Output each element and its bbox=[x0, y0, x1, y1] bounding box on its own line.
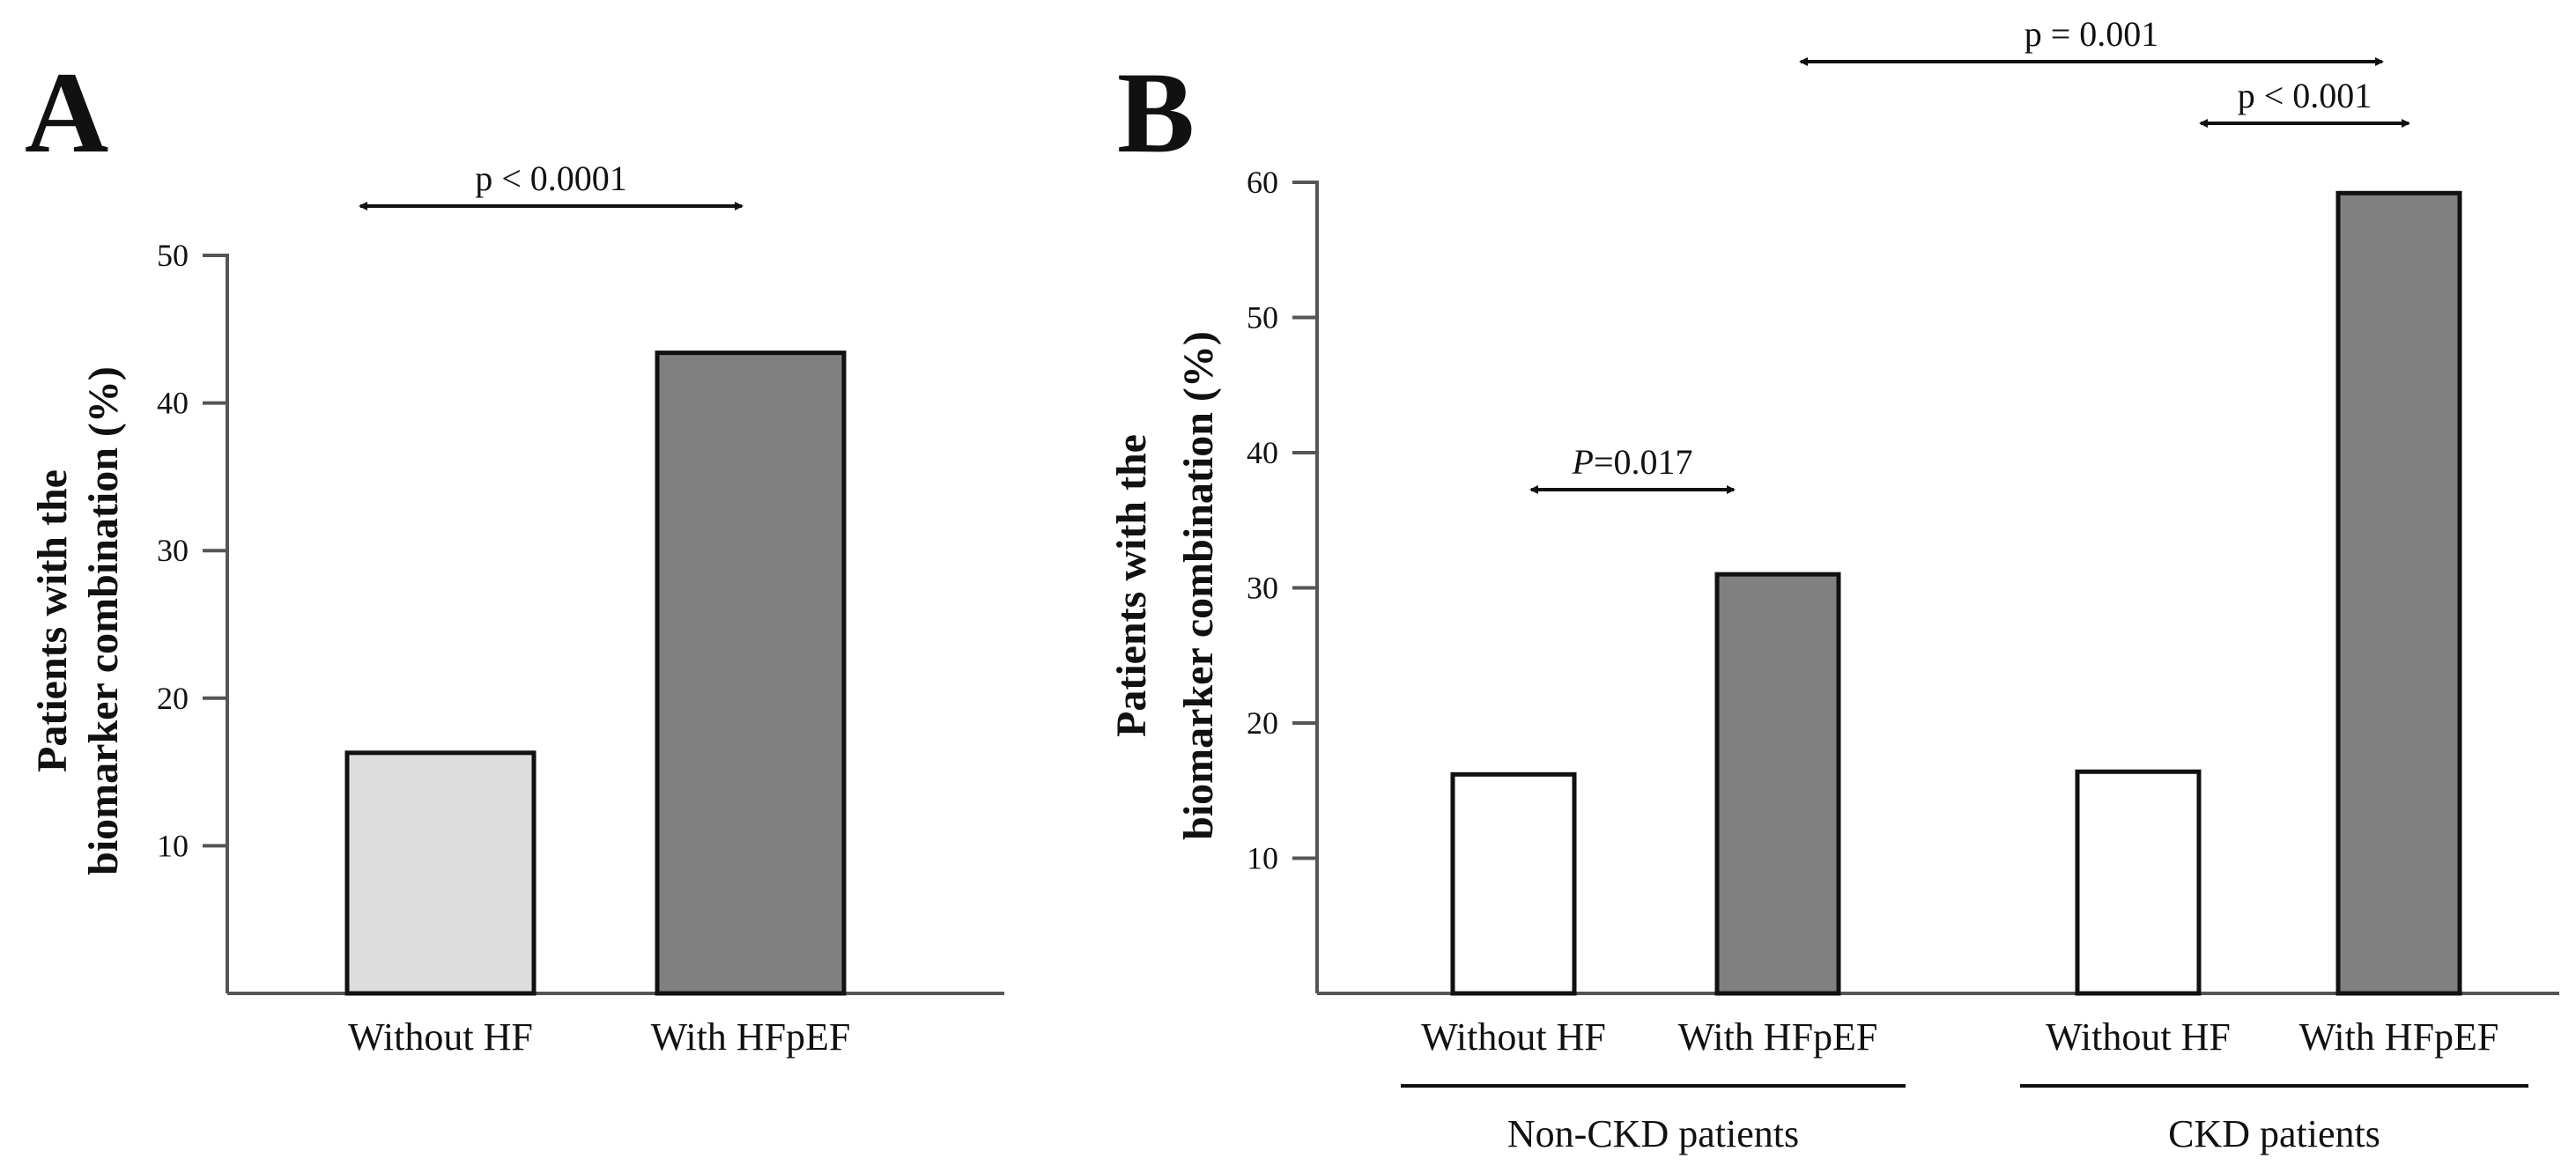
panel-b-ylabel-line1: Patients with the bbox=[1108, 434, 1155, 737]
y-tick-label: 20 bbox=[157, 681, 189, 716]
panel-a-significance: p < 0.0001 bbox=[359, 159, 744, 210]
category-label: Without HF bbox=[348, 1015, 533, 1059]
y-tick-label: 10 bbox=[157, 828, 189, 863]
bar bbox=[655, 351, 847, 996]
panel-a-y-axis: 10 20 30 40 50 bbox=[157, 238, 1004, 995]
y-tick-label: 50 bbox=[157, 238, 189, 273]
panel-a-bars bbox=[344, 351, 847, 996]
y-tick-label: 50 bbox=[1247, 300, 1278, 336]
panel-a-category-labels: Without HF With HFpEF bbox=[348, 1015, 850, 1059]
category-label: With HFpEF bbox=[2299, 1015, 2499, 1059]
panel-b-groups: Non-CKD patients CKD patients bbox=[1401, 1084, 2528, 1155]
y-tick-label: 30 bbox=[157, 533, 189, 568]
panel-b-significance: P=0.017 p = 0.001 p < 0.001 bbox=[1529, 14, 2410, 494]
category-label: Without HF bbox=[1421, 1015, 1606, 1059]
significance-label: p < 0.0001 bbox=[475, 159, 627, 198]
panel-b-bars bbox=[1450, 190, 2462, 996]
panel-b-category-labels: Without HF With HFpEF Without HF With HFpEF bbox=[1421, 1015, 2498, 1059]
panel-a-ylabel-line2: biomarker combination (%) bbox=[80, 366, 127, 875]
bar bbox=[1450, 771, 1577, 996]
panel-a-ylabel-line1: Patients with the bbox=[29, 469, 76, 772]
significance-label: p = 0.001 bbox=[2025, 14, 2159, 54]
group-label: CKD patients bbox=[2168, 1112, 2380, 1155]
bar bbox=[2075, 769, 2202, 996]
bar bbox=[2335, 190, 2462, 996]
panel-b-letter: B bbox=[1117, 48, 1195, 177]
group-label: Non-CKD patients bbox=[1507, 1112, 1799, 1155]
panel-a-letter: A bbox=[25, 48, 108, 177]
panel-b: B Patients with the biomarker combinatio… bbox=[1108, 14, 2559, 1155]
y-tick-label: 60 bbox=[1247, 165, 1278, 200]
bar bbox=[1714, 572, 1841, 996]
panel-b-ylabel-line2: biomarker combination (%) bbox=[1175, 331, 1222, 840]
y-tick-label: 10 bbox=[1247, 841, 1278, 876]
category-label: Without HF bbox=[2046, 1015, 2231, 1059]
y-tick-label: 40 bbox=[157, 386, 189, 421]
significance-label: P=0.017 bbox=[1572, 442, 1693, 482]
significance-label: p < 0.001 bbox=[2238, 76, 2372, 115]
category-label: With HFpEF bbox=[1678, 1015, 1878, 1059]
category-label: With HFpEF bbox=[651, 1015, 851, 1059]
significance-label-italic: P bbox=[1572, 442, 1594, 482]
y-tick-label: 40 bbox=[1247, 435, 1278, 470]
bar bbox=[344, 750, 537, 996]
y-tick-label: 20 bbox=[1247, 705, 1278, 741]
y-tick-label: 30 bbox=[1247, 571, 1278, 606]
panel-a: A Patients with the biomarker combinatio… bbox=[25, 48, 1004, 1059]
significance-label-value: =0.017 bbox=[1594, 442, 1693, 482]
